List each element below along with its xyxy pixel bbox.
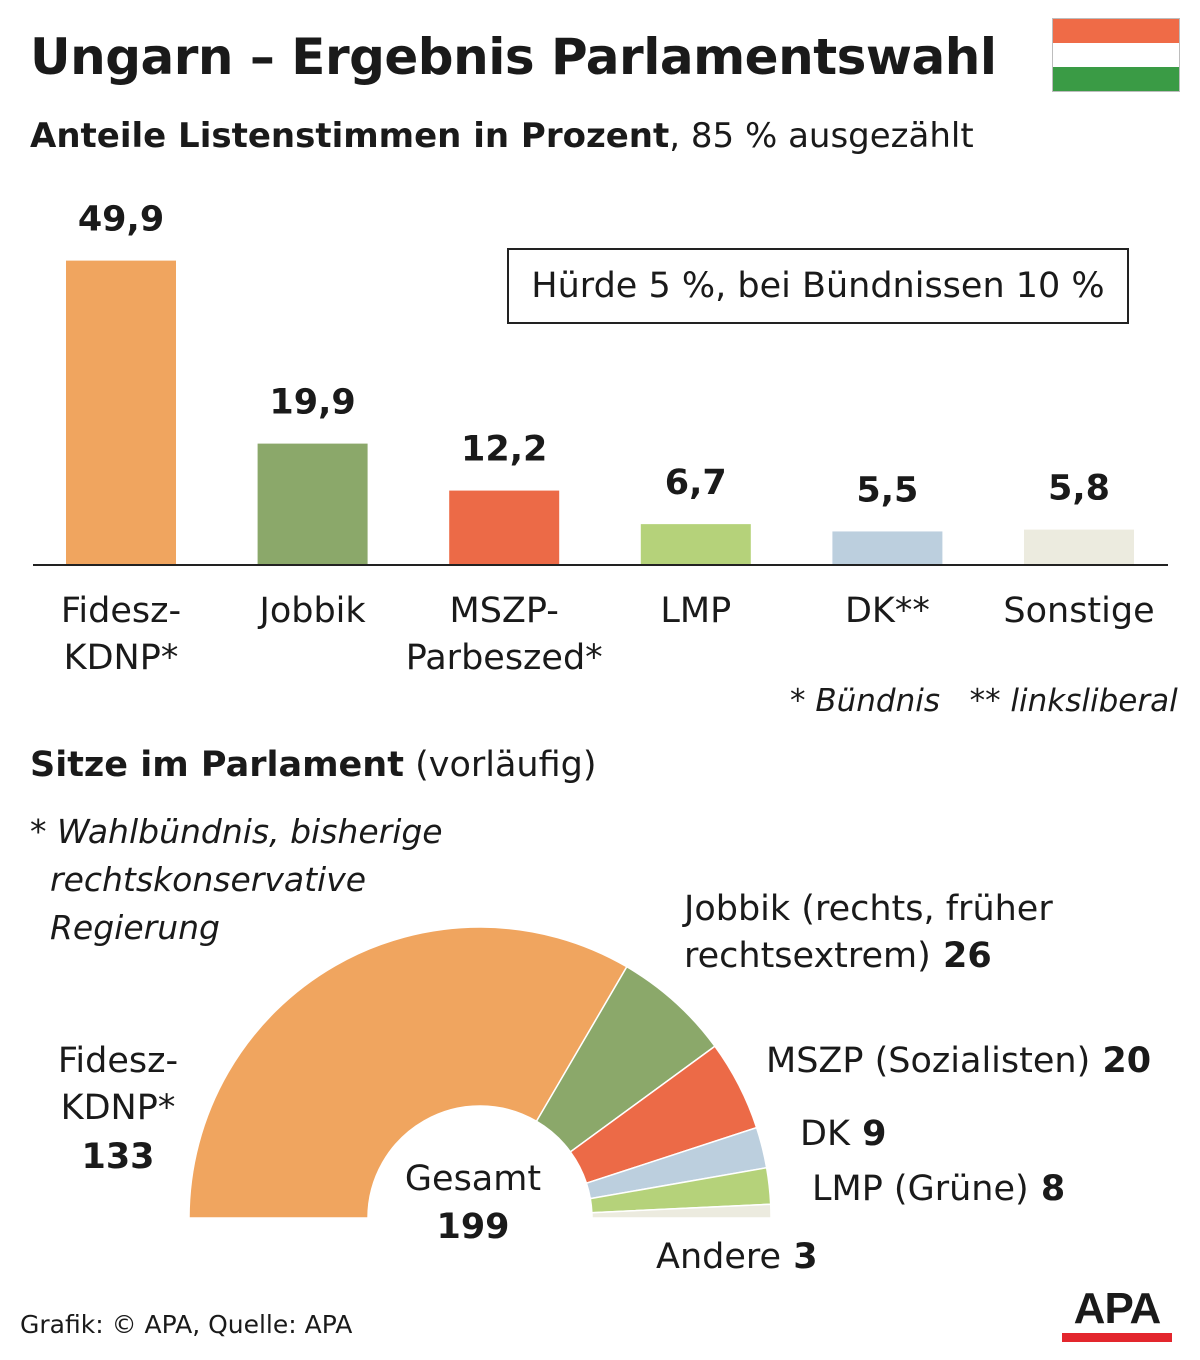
category-label-2-line-1: Jobbik [258,591,367,631]
seat-label-3-line-1: MSZP (Sozialisten) 20 [766,1041,1151,1081]
category-label-6-line-1: Sonstige [1003,591,1154,631]
flag-stripe-green [1053,66,1179,91]
source-credit: Grafik: © APA, Quelle: APA [20,1310,353,1339]
category-label-1-line-2: KDNP* [64,638,179,678]
seats-title-bold: Sitze im Parlament [30,745,404,785]
seat-label-6-line-1: Andere 3 [656,1237,818,1277]
bar-footnotes: * Bündnis ** linksliberal [790,683,1178,719]
seat-label-2-line-1: Jobbik (rechts, früher [682,889,1053,929]
apa-logo-bar [1062,1333,1172,1342]
category-label-3-line-2: Parbeszed* [406,638,603,678]
bar-2 [257,443,368,565]
bar-4 [640,524,751,565]
bar-value-label-2: 19,9 [269,383,355,423]
bar-value-label-6: 5,8 [1048,469,1110,509]
category-label-1-line-1: Fidesz- [61,591,181,631]
chart-subtitle: Anteile Listenstimmen in Prozent, 85 % a… [30,116,974,156]
seat-center-label: Gesamt [405,1159,541,1199]
flag-stripe-white [1053,42,1179,67]
category-label-3-line-1: MSZP- [450,591,559,631]
bar-1 [66,260,176,565]
seat-label-2-line-2: rechtsextrem) 26 [684,936,992,976]
bar-5 [832,531,943,565]
flag-stripe-red [1053,19,1179,43]
seat-segment-6 [591,1203,772,1219]
bar-value-label-4: 6,7 [665,463,727,503]
hungary-flag-icon [1052,18,1180,92]
category-label-4-line-1: LMP [660,591,731,631]
seat-value-3: 20 [1090,1041,1151,1081]
seat-segment-1 [188,926,628,1219]
seats-title-rest: (vorläufig) [403,745,597,785]
seats-note: * Wahlbündnis, bisherige rechtskonservat… [30,808,443,952]
seat-value-4: 9 [850,1114,887,1154]
bar-6 [1024,529,1134,565]
seat-value-5: 8 [1029,1169,1066,1209]
seat-center-total: 199 [436,1207,509,1247]
category-label-5-line-1: DK** [845,591,930,631]
subtitle-bold: Anteile Listenstimmen in Prozent [30,116,670,156]
hurdle-note-box: Hürde 5 %, bei Bündnissen 10 % [507,248,1129,324]
seats-title: Sitze im Parlament (vorläufig) [30,745,597,785]
apa-logo-text: APA [1073,1284,1162,1333]
bar-value-label-3: 12,2 [461,430,547,470]
apa-logo: APA [1058,1284,1176,1342]
bar-value-label-1: 49,9 [78,200,164,240]
seat-label-1-line-2: KDNP* [61,1088,176,1128]
seat-value-2: 26 [931,936,992,976]
seats-note-line-1: * Wahlbündnis, bisherige [30,812,443,851]
subtitle-rest: , 85 % ausgezählt [669,116,974,156]
seat-value-1: 133 [81,1137,154,1177]
seats-note-line-3: Regierung [50,908,220,947]
chart-title: Ungarn – Ergebnis Parlamentswahl [30,28,997,86]
seat-value-6: 3 [781,1237,818,1277]
bar-3 [449,490,560,565]
seats-note-line-2: rechtskonservative [50,860,367,899]
seat-label-1-line-1: Fidesz- [58,1041,178,1081]
bar-value-label-5: 5,5 [856,470,918,510]
seat-label-5-line-1: LMP (Grüne) 8 [812,1169,1065,1209]
seat-label-4-line-1: DK 9 [800,1114,886,1154]
